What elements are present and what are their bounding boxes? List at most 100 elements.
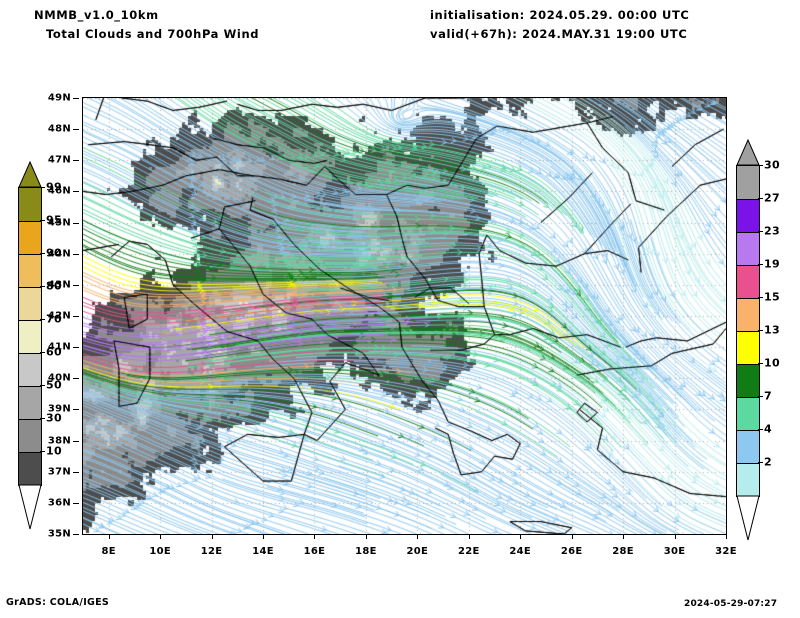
colorbar-tick-mark [40,385,45,386]
lon-tick-label: 24E [509,546,532,557]
field-title: Total Clouds and 700hPa Wind [46,27,260,41]
colorbar-segment [19,188,41,221]
colorbar-tick-mark [758,396,763,397]
colorbar-tick-mark [40,352,45,353]
valid-time: valid(+67h): 2024.MAY.31 19:00 UTC [430,27,688,41]
model-name: NMMB_v1.0_10km [34,8,159,22]
colorbar-tick-label: 80 [46,279,62,293]
colorbar-gradient [736,165,760,497]
lon-tick-mark [108,534,110,539]
lon-tick-mark [211,534,213,539]
header-right-block: initialisation: 2024.05.29. 00:00 UTC va… [430,6,796,44]
colorbar-segment [737,199,759,232]
lat-tick-label: 37N [47,466,71,478]
colorbar-tick-mark [40,286,45,287]
lat-tick-mark [73,378,79,380]
colorbar-segment [19,419,41,452]
header-left-block: NMMB_v1.0_10km Total Clouds and 700hPa W… [34,6,414,44]
lat-tick-label: 41N [47,341,71,353]
lat-tick-label: 38N [47,435,71,447]
colorbar-tick-label: 15 [764,290,780,304]
colorbar-tick-label: 99 [46,180,62,194]
colorbar-tick-mark [40,253,45,254]
lon-tick-label: 30E [663,546,686,557]
initialisation-time: initialisation: 2024.05.29. 00:00 UTC [430,8,690,22]
colorbar-bottom-arrow [736,495,760,541]
colorbar-tick-label: 23 [764,224,780,238]
longitude-axis: 8E 10E 12E 14E 16E 18E 20E 22E 24E 26E 28E 30E 32E [82,534,737,559]
colorbar-segment [19,452,41,485]
lat-tick-mark [73,534,79,535]
lon-tick-mark [365,534,367,539]
lat-tick-label: 36N [47,497,71,509]
colorbar-tick-mark [758,165,763,166]
lon-tick-mark [623,534,625,539]
lat-tick-label: 43N [47,279,71,291]
colorbar-tick-mark [40,187,45,188]
colorbar-segment [737,364,759,397]
lat-tick-mark [73,253,79,255]
lat-tick-label: 42N [47,310,71,322]
colorbar-tick-label: 60 [46,345,62,359]
lat-tick-mark [73,284,79,286]
colorbar-segment [737,265,759,298]
colorbar-tick-mark [758,198,763,199]
colorbar-tick-label: 19 [764,257,780,271]
colorbar-segment [737,463,759,496]
colorbar-tick-mark [40,319,45,320]
lat-tick-mark [73,347,79,349]
lat-tick-label: 49N [47,92,71,104]
colorbar-segment [737,166,759,199]
lon-tick-label: 32E [715,546,737,557]
colorbar-tick-label: 27 [764,191,780,205]
lon-tick-label: 26E [560,546,583,557]
colorbar-tick-mark [758,363,763,364]
colorbar-tick-label: 2 [764,455,772,469]
lat-tick-label: 46N [47,185,71,197]
lat-tick-mark [73,502,79,504]
colorbar-tick-mark [40,451,45,452]
colorbar-top-arrow [18,161,42,188]
colorbar-tick-label: 95 [46,213,62,227]
wind-speed-colorbar: 30 27 23 19 15 13 10 7 4 2 [726,128,800,541]
colorbar-tick-mark [758,429,763,430]
map-plot-area [82,97,727,535]
weather-map-canvas [83,98,726,534]
colorbar-gradient [18,187,42,486]
colorbar-tick-label: 30 [764,158,780,172]
colorbar-segment [737,232,759,265]
colorbar-tick-label: 10 [764,356,780,370]
colorbar-segment [19,353,41,386]
colorbar-segment [737,298,759,331]
lat-tick-label: 40N [47,372,71,384]
lat-tick-label: 45N [47,217,71,229]
lon-tick-mark [726,534,727,539]
colorbar-tick-label: 90 [46,246,62,260]
lon-tick-mark [314,534,316,539]
lat-tick-mark [73,316,79,317]
lon-tick-label: 20E [406,546,429,557]
lon-tick-label: 14E [252,546,274,557]
lon-tick-label: 22E [457,546,480,557]
colorbar-top-arrow [736,139,760,166]
colorbar-segment [19,386,41,419]
colorbar-tick-mark [758,231,763,232]
lon-tick-label: 12E [200,546,223,557]
cloud-cover-colorbar: 99 95 90 80 70 60 50 30 10 [8,150,78,530]
colorbar-tick-label: 30 [46,411,62,425]
colorbar-tick-mark [758,462,763,463]
lon-tick-mark [571,534,573,539]
colorbar-tick-mark [758,264,763,265]
lon-tick-mark [520,534,522,539]
lon-tick-label: 28E [612,546,634,557]
colorbar-tick-label: 13 [764,323,780,337]
lon-tick-mark [468,534,470,539]
colorbar-segment [737,430,759,463]
colorbar-bottom-arrow [18,484,42,530]
colorbar-tick-mark [758,297,763,298]
lon-tick-label: 8E [101,546,116,557]
colorbar-segment [19,254,41,287]
colorbar-tick-label: 4 [764,422,772,436]
lon-tick-label: 18E [355,546,377,557]
lat-tick-label: 44N [47,248,71,260]
